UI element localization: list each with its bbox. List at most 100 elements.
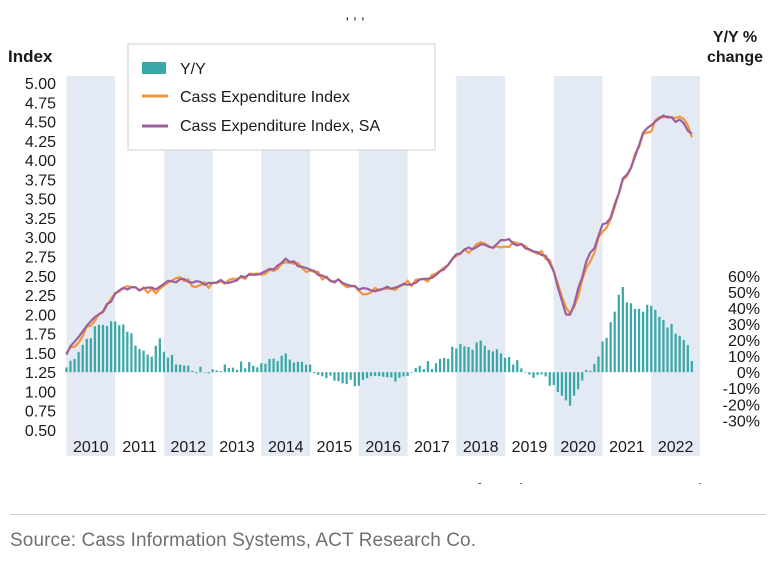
yy-bar: [65, 367, 68, 373]
yy-bar: [597, 356, 600, 373]
left-tick-label: 1.50: [25, 346, 56, 363]
yy-bar: [650, 305, 653, 373]
yy-bar: [536, 372, 539, 376]
yy-bar: [386, 372, 389, 378]
yy-bar: [248, 362, 251, 373]
yy-bar: [304, 364, 308, 373]
year-band-2018: [456, 76, 506, 456]
title-fragment: , , ,: [345, 6, 364, 22]
yy-bar: [487, 349, 490, 373]
yy-bar: [244, 368, 247, 373]
yy-bar: [179, 364, 182, 373]
yy-bar: [418, 365, 421, 373]
yy-bar: [337, 372, 340, 382]
left-tick-label: 1.75: [25, 327, 56, 344]
yy-bar: [329, 372, 332, 376]
yy-bar: [300, 361, 304, 373]
right-tick-label: 30%: [728, 317, 760, 334]
right-tick-label: 60%: [728, 269, 760, 286]
year-label-2021: 2021: [609, 439, 645, 456]
yy-bar: [540, 372, 543, 375]
left-tick-label: 2.50: [25, 269, 56, 286]
yy-bar: [690, 361, 693, 373]
yy-bar: [126, 331, 129, 373]
yy-bar: [89, 338, 92, 373]
yy-bar: [524, 372, 527, 373]
yy-bar: [609, 322, 612, 373]
yy-bar: [373, 372, 377, 376]
yy-bar: [142, 350, 145, 373]
yy-bar: [516, 360, 519, 373]
yy-bar: [686, 345, 689, 373]
yy-bar: [674, 333, 677, 373]
yy-bar: [260, 363, 263, 373]
yy-bar: [215, 370, 218, 373]
yy-bar: [390, 372, 393, 378]
yy-bar: [532, 372, 535, 378]
yy-bar: [564, 372, 568, 401]
yy-bar: [361, 372, 365, 380]
left-tick-label: 5.00: [25, 76, 56, 93]
yy-bar: [219, 371, 222, 373]
yy-bar: [382, 372, 385, 377]
year-band-2020: [553, 76, 603, 456]
yy-bar: [109, 321, 113, 373]
yy-bar: [447, 358, 450, 373]
year-label-2013: 2013: [219, 439, 255, 456]
right-tick-label: 20%: [728, 333, 760, 350]
yy-bar: [162, 351, 166, 373]
yy-bar: [272, 358, 275, 373]
yy-bar: [430, 368, 434, 373]
yy-bar: [585, 369, 588, 373]
yy-bar: [341, 372, 344, 384]
yy-bar: [455, 348, 458, 373]
year-band-2022: [651, 76, 700, 456]
yy-bar: [183, 365, 186, 373]
right-tick-label: 50%: [728, 285, 760, 302]
yy-bar: [325, 372, 328, 379]
yy-bar: [414, 367, 417, 373]
yy-bar: [637, 308, 641, 373]
yy-bar: [231, 367, 235, 373]
yy-bar: [114, 321, 117, 373]
yy-bar: [292, 362, 295, 373]
yy-bar: [459, 344, 462, 373]
yy-bar: [678, 335, 681, 373]
yy-bar: [321, 372, 324, 377]
yy-bar: [138, 349, 141, 373]
yy-bar: [589, 370, 592, 373]
yy-bar: [317, 372, 320, 375]
yy-bar: [365, 372, 369, 379]
yy-bar: [560, 372, 564, 396]
yy-bar: [207, 372, 210, 374]
yy-bar: [105, 326, 109, 373]
yy-bar: [503, 357, 507, 373]
yy-bar: [174, 364, 178, 373]
yy-bar: [451, 346, 454, 373]
yy-bar: [235, 369, 239, 373]
yy-bar: [434, 363, 438, 373]
yy-bar: [122, 324, 125, 373]
yy-bar: [406, 372, 409, 376]
yy-bar: [345, 372, 348, 385]
yy-bar: [199, 366, 202, 373]
yy-bar: [426, 361, 430, 373]
yy-bar: [77, 352, 80, 373]
legend-label-yy: Y/Y: [180, 61, 206, 78]
year-label-2017: 2017: [414, 439, 450, 456]
yy-bar: [642, 311, 645, 373]
yy-bar: [581, 372, 584, 381]
yy-bar: [625, 302, 629, 373]
yy-bar: [93, 326, 96, 373]
left-tick-label: 4.25: [25, 134, 56, 151]
yy-bar: [613, 311, 616, 373]
left-tick-label: 4.75: [25, 95, 56, 112]
yy-bar: [166, 357, 170, 373]
year-label-2014: 2014: [268, 439, 304, 456]
legend-label-sa: Cass Expenditure Index, SA: [180, 118, 380, 135]
yy-bar: [394, 372, 397, 382]
legend-box: [127, 43, 436, 151]
yy-bar: [353, 372, 356, 387]
yy-bar: [101, 324, 105, 373]
yy-bar: [85, 338, 88, 373]
